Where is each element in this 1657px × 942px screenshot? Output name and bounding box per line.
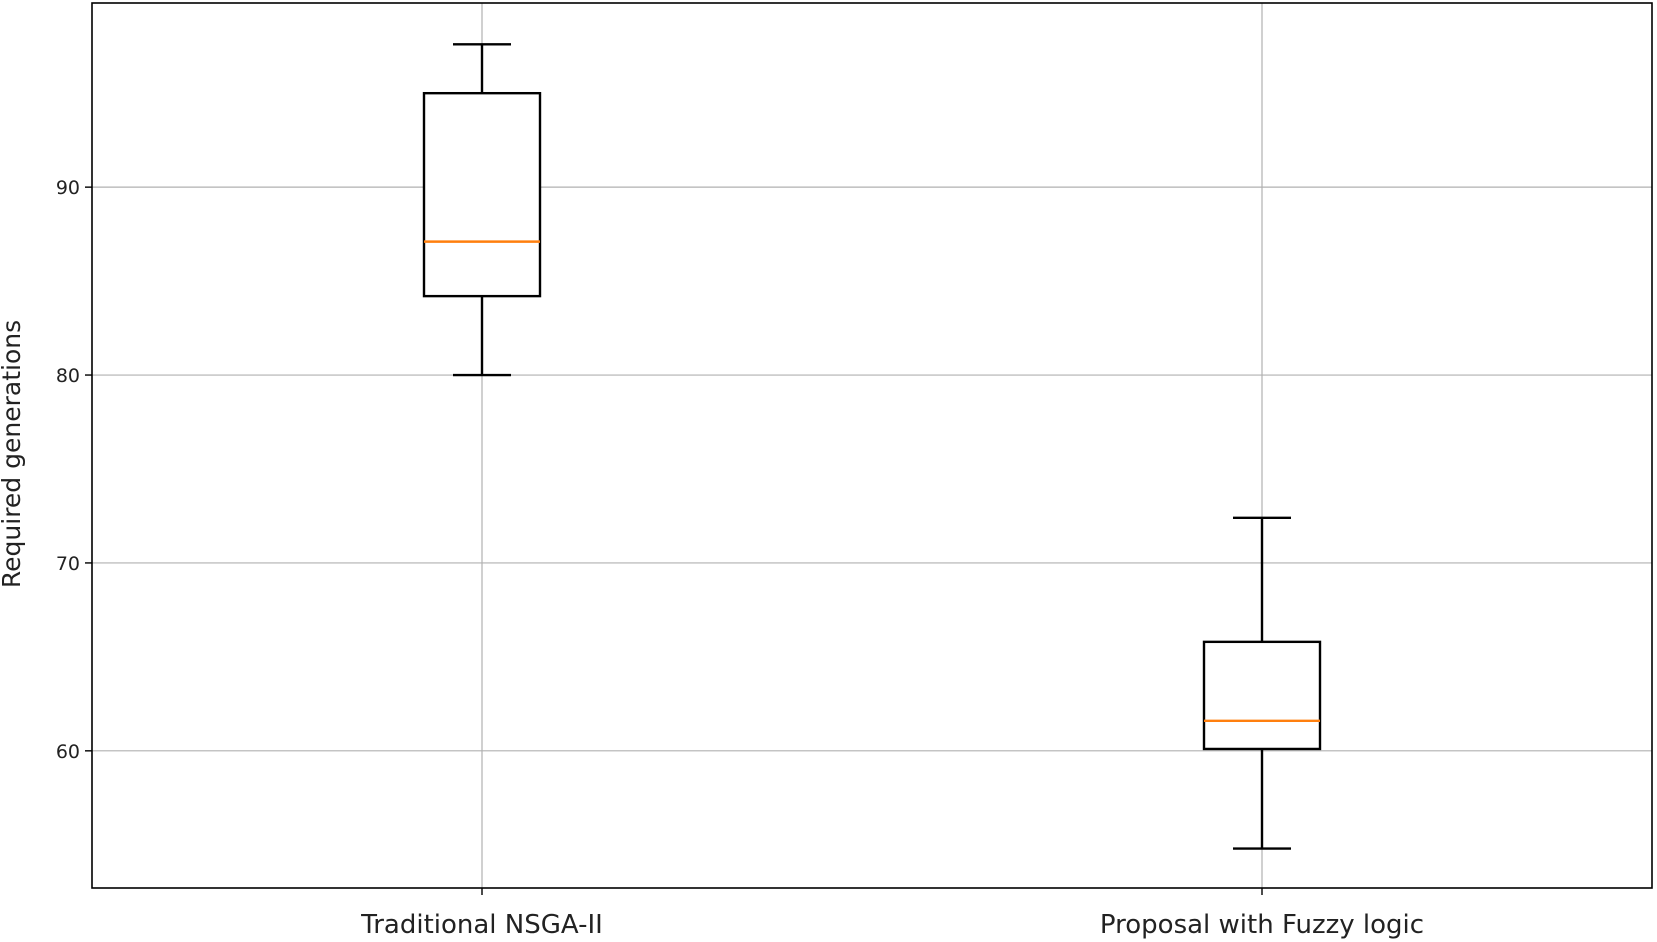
x-category-label: Proposal with Fuzzy logic: [1100, 910, 1424, 940]
y-tick-label: 70: [56, 553, 80, 575]
iqr-box: [422, 91, 542, 298]
x-axis-category-labels: Traditional NSGA-II Proposal with Fuzzy l…: [360, 910, 1424, 940]
y-tick-label: 60: [56, 741, 80, 763]
y-axis-title: Required generations: [0, 320, 26, 588]
y-tick-label: 80: [56, 365, 80, 387]
box-group: [422, 43, 542, 377]
y-axis-ticks: 60 70 80 90: [56, 177, 1263, 895]
y-tick-label: 90: [56, 177, 80, 199]
plot-frame: [91, 2, 1653, 889]
x-category-label: Traditional NSGA-II: [360, 910, 603, 940]
iqr-box: [1202, 640, 1322, 751]
box-series: [422, 43, 1322, 850]
grid-lines: [92, 3, 1652, 888]
box-group: [1202, 516, 1322, 850]
